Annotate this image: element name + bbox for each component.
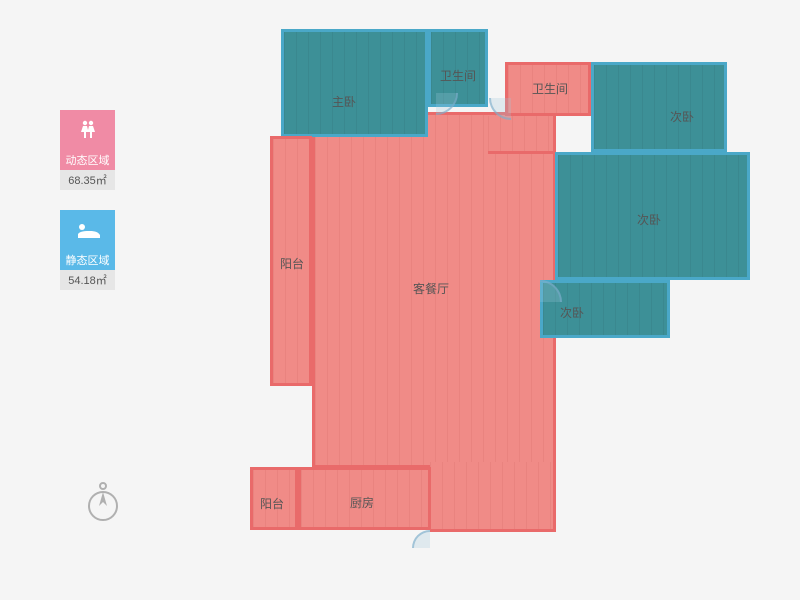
door-arc — [489, 76, 533, 120]
door-arc — [518, 280, 562, 324]
door-arc — [414, 71, 458, 115]
doors-layer — [0, 0, 800, 600]
door-arc — [412, 530, 448, 566]
floorplan-canvas: 动态区域 68.35㎡ 静态区域 54.18㎡ 主卧卫生间卫生间次卧次卧次卧阳台… — [0, 0, 800, 600]
